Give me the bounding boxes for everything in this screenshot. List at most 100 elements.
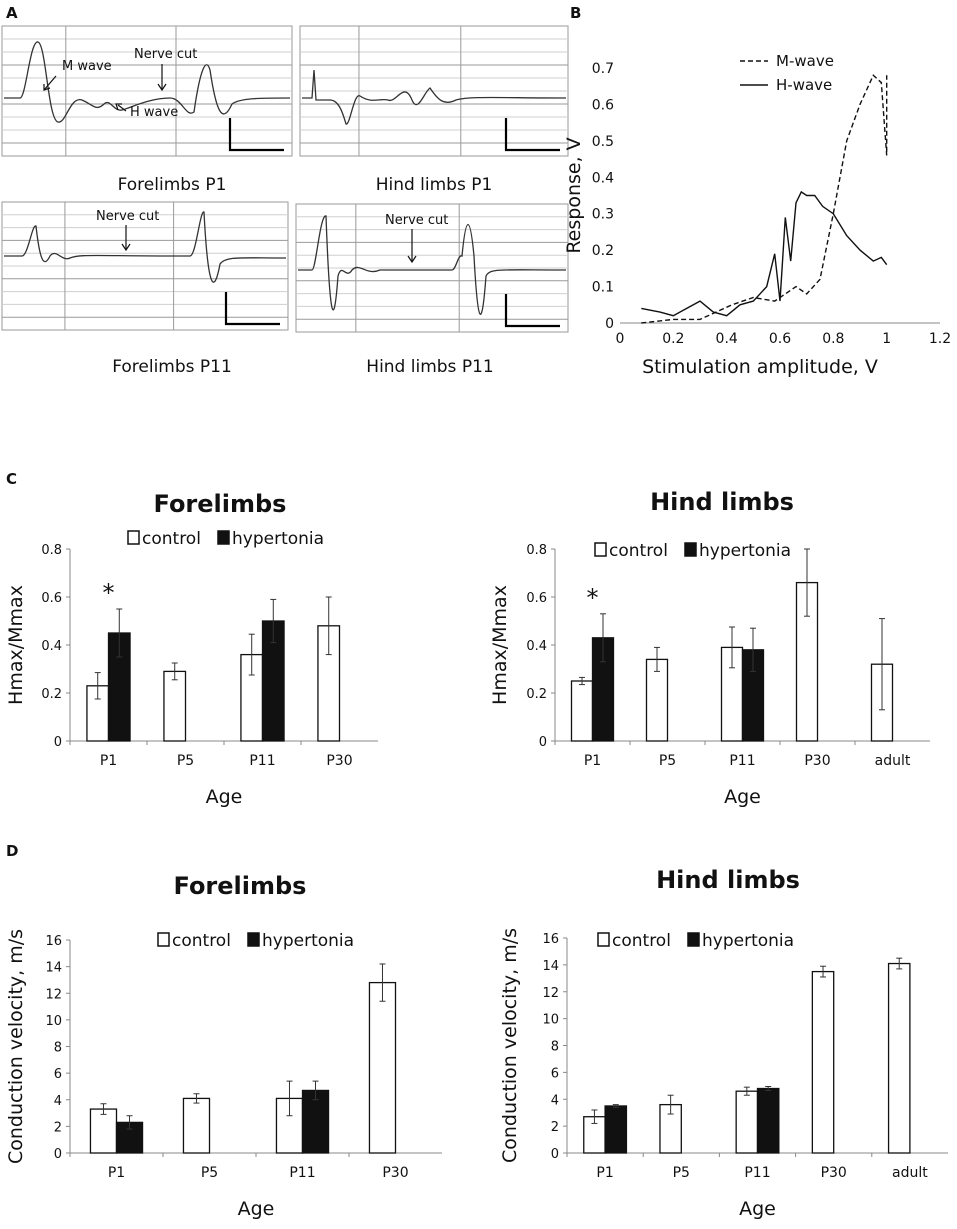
legend-label-hypertonia: hypertonia [262, 931, 354, 951]
trace-annotation-nerve-cut-2: Nerve cut [96, 209, 159, 224]
legend-label-hypertonia: hypertonia [232, 529, 324, 549]
y-axis-label: Hmax/Mmax [5, 585, 27, 705]
y-tick-label: 0.3 [592, 207, 614, 223]
x-tick-label: P5 [659, 753, 676, 769]
x-tick-label: 0 [616, 331, 625, 347]
scale-bar [228, 118, 284, 152]
waveform-trace-1 [4, 41, 291, 123]
y-tick-label: 0.2 [41, 687, 62, 702]
scale-bar [504, 118, 560, 152]
chart-c-hindlimbs: Hind limbs control hypertonia 0 0.2 0.4 0.6 0.8… [489, 488, 930, 808]
x-tick-label: adult [875, 753, 911, 769]
legend-label-hypertonia: hypertonia [699, 541, 791, 561]
legend-label-m-wave: M-wave [776, 52, 834, 70]
trace-annotation-h-wave: H wave [130, 105, 178, 120]
bar-hypertonia-p1 [604, 1105, 628, 1154]
bar-control-adult [887, 962, 911, 1154]
scale-bar [504, 294, 560, 328]
significance-marker: * [103, 579, 115, 607]
bar-control-p5 [163, 670, 187, 742]
legend-swatch-hypertonia [217, 530, 230, 545]
scale-bar [224, 292, 280, 326]
x-tick-label: 0.8 [822, 331, 844, 347]
y-axis-label: Conduction velocity, m/s [499, 928, 521, 1163]
y-tick-label: 10 [542, 1013, 559, 1028]
y-tick-label: 6 [54, 1067, 62, 1082]
arrow-head-nerve-cut-3 [407, 255, 417, 264]
trace-caption-hindlimbs-p1: Hind limbs P1 [376, 175, 493, 195]
arrow-m-wave [43, 75, 57, 91]
x-tick-label: 0.2 [662, 331, 684, 347]
arrow-h-wave [117, 104, 127, 112]
bar-control-p5 [182, 1097, 211, 1154]
panel-a-traces [1, 25, 569, 333]
y-axis-label: Conduction velocity, m/s [5, 929, 27, 1164]
x-tick-label: P11 [249, 753, 275, 769]
x-tick-label: P1 [596, 1165, 613, 1181]
trace-annotation-m-wave: M wave [62, 59, 112, 74]
arrow-head-m-wave [43, 84, 51, 91]
y-tick-label: 0.4 [41, 639, 62, 654]
y-tick-label: 2 [551, 1120, 559, 1135]
legend-label-control: control [142, 529, 201, 549]
y-tick-label: 0.6 [41, 591, 62, 606]
y-tick-label: 8 [54, 1041, 62, 1056]
y-tick-label: 0.7 [592, 61, 614, 77]
series-line-m-wave [641, 74, 888, 324]
legend-swatch-hypertonia [247, 932, 260, 947]
y-tick-label: 10 [45, 1014, 62, 1029]
legend-swatch-control [597, 932, 610, 947]
chart-title: Forelimbs [154, 490, 287, 518]
waveform-trace-2 [302, 69, 567, 125]
chart-d-hindlimbs: Hind limbs control hypertonia 0 2 4 6 8 10 12 14 16… [499, 866, 948, 1220]
y-tick-label: 0.6 [526, 591, 547, 606]
trace-caption-forelimbs-p1: Forelimbs P1 [118, 175, 227, 195]
y-tick-label: 0.1 [592, 280, 614, 296]
bar-control-p1 [89, 1108, 118, 1154]
panel-label-d: D [6, 842, 18, 860]
x-tick-label: P11 [744, 1165, 770, 1181]
x-tick-label: 0.6 [769, 331, 791, 347]
y-tick-label: 0.2 [592, 243, 614, 259]
y-axis-label: Response, V [563, 137, 585, 253]
y-tick-label: 0 [605, 316, 614, 332]
y-axis-label: Hmax/Mmax [489, 585, 511, 705]
legend-label-control: control [172, 931, 231, 951]
x-tick-label: 1.2 [929, 331, 951, 347]
trace-box-3 [1, 201, 289, 331]
bar-control-p1 [570, 680, 594, 742]
x-tick-label: P5 [201, 1165, 218, 1181]
bar-control-p11 [735, 1090, 759, 1154]
x-tick-label: P11 [729, 753, 755, 769]
trace-annotation-nerve-cut-3: Nerve cut [385, 213, 448, 228]
chart-title: Hind limbs [656, 866, 800, 894]
panel-label-c: C [6, 470, 17, 488]
x-tick-label: adult [892, 1165, 928, 1181]
x-tick-label: P30 [821, 1165, 847, 1181]
y-tick-label: 0.4 [592, 170, 614, 186]
waveform-trace-4 [298, 215, 567, 315]
x-tick-label: P5 [177, 753, 194, 769]
legend-swatch-control [127, 530, 140, 545]
legend-swatch-hypertonia [687, 932, 700, 947]
y-tick-label: 6 [551, 1066, 559, 1081]
arrow-head-nerve-cut-1 [157, 83, 167, 92]
y-tick-label: 0.6 [592, 97, 614, 113]
panel-label-a: A [6, 4, 18, 22]
trace-caption-hindlimbs-p11: Hind limbs P11 [366, 357, 493, 377]
annotation-arrows [43, 64, 417, 264]
y-tick-label: 0.4 [526, 639, 547, 654]
x-tick-label: P11 [289, 1165, 315, 1181]
waveform-trace-3 [4, 211, 287, 283]
x-tick-label: P30 [326, 753, 352, 769]
x-tick-label: 1 [882, 331, 891, 347]
y-tick-label: 4 [54, 1094, 62, 1109]
x-tick-label: 0.4 [716, 331, 738, 347]
chart-title: Forelimbs [174, 872, 307, 900]
x-tick-label: P30 [382, 1165, 408, 1181]
legend-label-control: control [609, 541, 668, 561]
x-tick-label: P1 [584, 753, 601, 769]
bar-hypertonia-p11 [756, 1087, 780, 1154]
y-tick-label: 4 [551, 1093, 559, 1108]
